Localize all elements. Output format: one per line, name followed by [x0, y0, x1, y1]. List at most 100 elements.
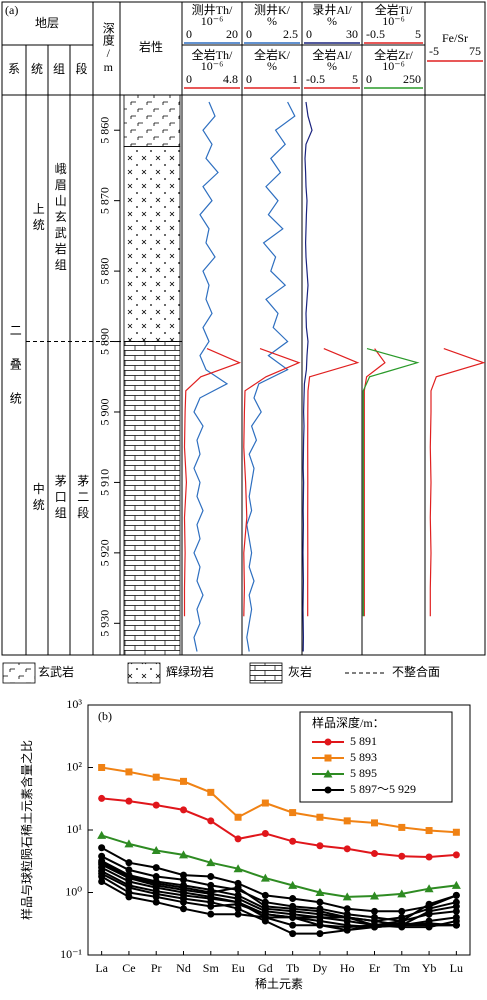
curve-unit: 10⁻⁶	[201, 14, 224, 28]
curve-name: 全岩Ti/	[375, 2, 413, 17]
marker	[97, 830, 107, 839]
scale-max: 1	[292, 72, 298, 86]
marker	[371, 921, 378, 929]
marker	[425, 827, 433, 835]
curve-name: 测井K/	[254, 3, 291, 17]
x-tick-label: Nd	[176, 961, 191, 975]
marker	[125, 768, 133, 776]
curve-name: 全岩K/	[254, 47, 291, 62]
series-line	[101, 834, 457, 898]
marker	[180, 898, 187, 906]
legend-label: 5 897～5 929	[350, 782, 416, 796]
x-tick-label: Pr	[151, 961, 162, 975]
marker	[398, 917, 406, 925]
marker	[343, 845, 351, 853]
marker	[425, 900, 433, 908]
curve-name: 测井Th/	[192, 3, 233, 17]
x-tick-label: Eu	[231, 961, 244, 975]
panel-label: (a)	[5, 3, 18, 17]
strata-unit: 峨眉山玄武岩组	[53, 162, 67, 274]
scale-min: 0	[366, 72, 372, 86]
marker	[207, 788, 215, 796]
x-tick-label: Sm	[203, 961, 220, 975]
marker	[316, 930, 324, 938]
marker	[315, 888, 325, 896]
marker	[343, 923, 351, 931]
marker	[233, 864, 243, 873]
scale-min: 0	[306, 27, 312, 41]
marker	[316, 913, 324, 921]
x-tick-label: Er	[369, 961, 380, 975]
marker	[452, 898, 460, 906]
x-tick-label: Lu	[450, 961, 463, 975]
series-line	[101, 861, 457, 929]
series-line	[101, 846, 457, 913]
marker	[289, 921, 297, 929]
depth-tick-label: 5 890	[98, 328, 112, 355]
scale-min: 0	[246, 27, 252, 41]
marker	[152, 873, 160, 881]
marker	[343, 913, 351, 921]
curve-name: 全岩Al/	[312, 47, 352, 62]
lithology-layer	[123, 341, 181, 656]
strata-column-header: 组	[53, 62, 65, 76]
marker	[324, 754, 332, 762]
log-curve	[362, 348, 420, 617]
marker	[370, 891, 379, 900]
marker	[125, 797, 133, 805]
x-tick-label: Yb	[422, 961, 437, 975]
strata-header: 地层	[35, 16, 59, 30]
marker	[179, 850, 188, 859]
log-curve	[243, 348, 301, 617]
marker	[207, 889, 215, 896]
legend-swatch	[127, 662, 161, 684]
scale-max: 4.8	[223, 72, 238, 86]
y-axis-label: 样品与球粒陨石稀土元素含量之比	[19, 740, 34, 920]
series-line	[101, 875, 457, 923]
depth-tick-label: 5 910	[98, 469, 112, 496]
curve-unit: 10⁻⁶	[382, 14, 405, 28]
marker	[261, 799, 269, 807]
x-tick-label: Gd	[258, 961, 273, 975]
marker	[425, 853, 433, 861]
scale-min: 0	[186, 72, 192, 86]
marker	[451, 880, 461, 889]
marker	[234, 884, 242, 892]
y-tick-label: 10⁰	[65, 884, 82, 898]
strata-column-header: 系	[8, 62, 20, 76]
panel-label: (b)	[98, 709, 112, 723]
curve-name: 全岩Zr/	[374, 47, 413, 62]
marker	[289, 913, 297, 921]
marker	[289, 930, 297, 938]
depth-tick-label: 5 900	[98, 398, 112, 425]
log-curve	[307, 348, 360, 617]
log-curve	[363, 348, 386, 617]
marker	[180, 884, 187, 892]
lithology-header: 岩性	[139, 39, 163, 54]
depth-tick-label: 5 880	[98, 258, 112, 285]
curve-unit: 10⁻⁶	[382, 59, 405, 73]
x-tick-label: Ce	[122, 961, 135, 975]
strata-unit: 茅二段	[76, 474, 90, 522]
scale-min: -0.5	[366, 27, 385, 41]
log-curve	[429, 348, 486, 617]
legend-label: 5 893	[350, 750, 377, 764]
marker	[261, 902, 269, 910]
marker	[424, 884, 434, 893]
legend-title: 样品深度/m：	[312, 715, 385, 730]
marker	[452, 828, 460, 836]
marker	[371, 907, 378, 915]
series-line	[101, 872, 457, 935]
legend-swatch	[249, 662, 283, 684]
depth-tick-label: 5 860	[98, 117, 112, 144]
lithology-layer	[123, 94, 181, 147]
scale-max: 250	[403, 72, 421, 86]
marker	[151, 845, 161, 854]
depth-header: 深度/m	[101, 22, 115, 74]
scale-max: 5	[352, 72, 358, 86]
marker	[180, 806, 187, 814]
series-line	[101, 880, 457, 929]
strata-column-header: 段	[75, 61, 87, 76]
legend-label: 不整合面	[392, 664, 440, 679]
marker	[324, 786, 332, 794]
